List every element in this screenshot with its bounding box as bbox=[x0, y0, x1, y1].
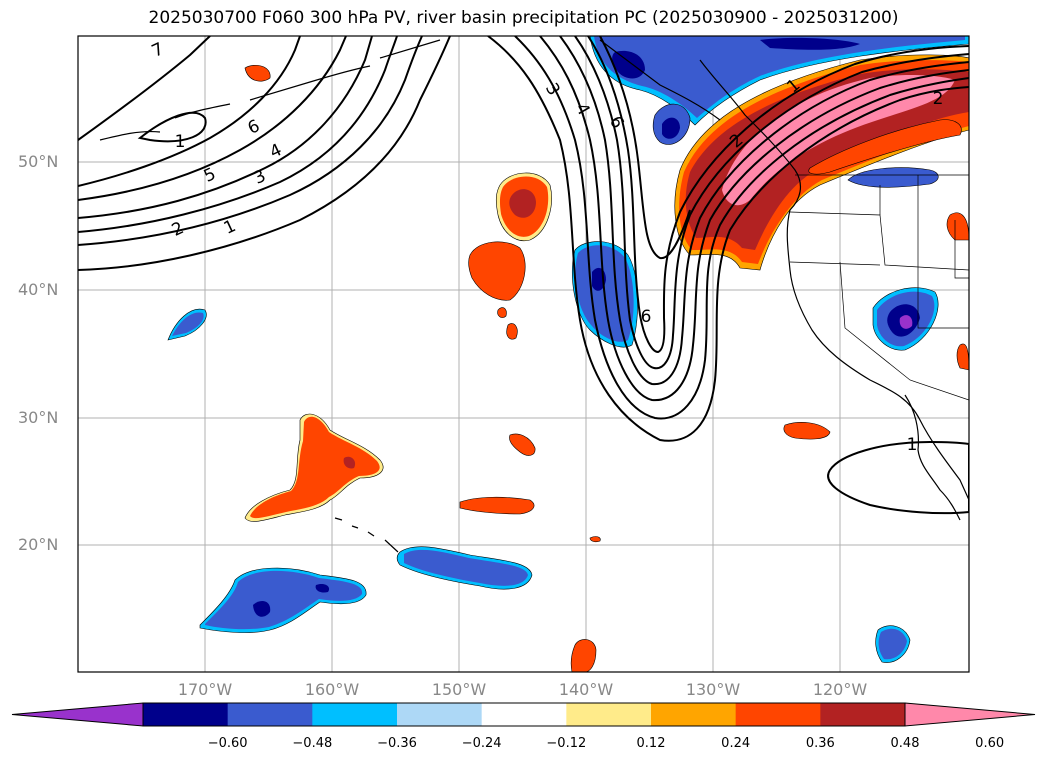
coastlines bbox=[99, 39, 969, 553]
contour-label: 4 bbox=[267, 140, 285, 163]
contour-label: 1 bbox=[907, 435, 918, 455]
lat-label: 50°N bbox=[18, 152, 59, 171]
colorbar-tick-label: −0.48 bbox=[292, 736, 333, 751]
colorbar-tick-label: 0.24 bbox=[721, 736, 751, 751]
colorbar-tick-label: 0.12 bbox=[636, 736, 666, 751]
lon-label: 140°W bbox=[558, 680, 614, 699]
lat-label: 20°N bbox=[18, 535, 59, 554]
lon-label: 160°W bbox=[304, 680, 360, 699]
lon-label: 120°W bbox=[812, 680, 868, 699]
precip-fills bbox=[167, 36, 969, 672]
lat-label: 40°N bbox=[18, 280, 59, 299]
contour-label: 7 bbox=[149, 39, 167, 62]
colorbar-tick-label: −0.12 bbox=[546, 736, 587, 751]
contour-label: 3 bbox=[251, 166, 269, 189]
colorbar-tick-label: −0.60 bbox=[207, 736, 248, 751]
colorbar-tick-label: 0.48 bbox=[890, 736, 920, 751]
lon-label: 150°W bbox=[431, 680, 487, 699]
colorbar-tick-label: −0.24 bbox=[461, 736, 502, 751]
map-title: 2025030700 F060 300 hPa PV, river basin … bbox=[148, 8, 899, 28]
contour-label: 6 bbox=[641, 307, 652, 327]
pv-contours bbox=[78, 36, 969, 515]
contour-label: 1 bbox=[175, 132, 186, 152]
colorbar-tick-label: −0.36 bbox=[377, 736, 417, 751]
contour-label: 3 bbox=[541, 80, 564, 99]
contour-label: 4 bbox=[571, 100, 594, 119]
contour-label: 6 bbox=[245, 116, 263, 139]
contour-label: 5 bbox=[201, 164, 219, 187]
borders bbox=[789, 174, 969, 401]
contour-label: 2 bbox=[933, 89, 944, 109]
contour-label: 1 bbox=[221, 216, 239, 239]
lon-label: 170°W bbox=[177, 680, 233, 699]
lat-label: 30°N bbox=[18, 408, 59, 427]
colorbar-tick-label: 0.36 bbox=[805, 736, 835, 751]
lon-label: 130°W bbox=[685, 680, 741, 699]
map-frame bbox=[77, 35, 970, 673]
colorbar-tick-label: 0.60 bbox=[975, 736, 1005, 751]
